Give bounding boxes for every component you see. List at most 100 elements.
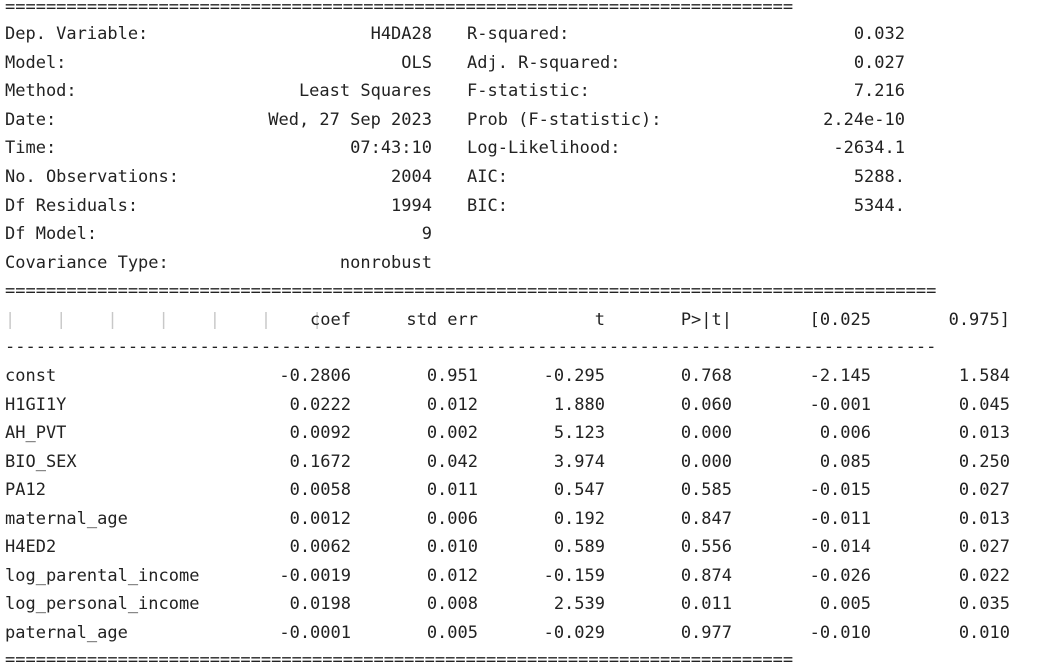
cell-std-err: 0.951 bbox=[426, 366, 478, 386]
cell-p: 0.874 bbox=[680, 565, 732, 586]
cell-ci-high: 0.027 bbox=[958, 480, 1010, 500]
cell-coef: 0.0198 bbox=[289, 594, 351, 614]
cell-t: 0.589 bbox=[553, 537, 605, 557]
cell-ci-low: -0.015 bbox=[809, 480, 871, 500]
cell-ci-high: 0.022 bbox=[958, 565, 1010, 586]
summary-right-label: BIC: bbox=[467, 195, 508, 216]
cell-variable-name: H1GI1Y bbox=[5, 394, 67, 415]
cell-p: 0.847 bbox=[680, 508, 732, 529]
cell-variable-name: BIO_SEX bbox=[5, 451, 77, 472]
cell-p: 0.000 bbox=[680, 451, 732, 472]
cell-p: 0.556 bbox=[680, 537, 732, 557]
summary-left-value: 2004 bbox=[391, 167, 432, 187]
summary-left-label: Date: bbox=[5, 109, 57, 130]
cell-ci-low: -0.014 bbox=[809, 537, 871, 557]
cell-std-err: 0.005 bbox=[426, 622, 478, 643]
cell-ci-high: 0.013 bbox=[958, 423, 1010, 443]
cell-ci-high: 1.584 bbox=[958, 366, 1010, 386]
cell-coef: 0.0222 bbox=[289, 394, 351, 415]
cell-std-err: 0.008 bbox=[426, 594, 478, 614]
cell-coef: 0.0062 bbox=[289, 537, 351, 557]
summary-right-value: 0.032 bbox=[853, 24, 905, 44]
cell-coef: 0.1672 bbox=[289, 451, 351, 472]
cell-coef: 0.0092 bbox=[289, 423, 351, 443]
header-blank-cells: | | | | | | | bbox=[5, 310, 323, 330]
summary-right-value: -2634.1 bbox=[833, 138, 905, 159]
cell-variable-name: AH_PVT bbox=[5, 423, 67, 443]
separator-mid: ========================================… bbox=[5, 284, 937, 298]
separator-top: ========================================… bbox=[5, 0, 794, 14]
cell-t: -0.159 bbox=[543, 565, 605, 586]
summary-right-label: Log-Likelihood: bbox=[467, 138, 621, 159]
cell-t: -0.029 bbox=[543, 622, 605, 643]
cell-std-err: 0.002 bbox=[426, 423, 478, 443]
cell-t: 5.123 bbox=[553, 423, 605, 443]
cell-ci-low: -0.010 bbox=[809, 622, 871, 643]
summary-right-value: 5288. bbox=[853, 167, 905, 187]
summary-left-label: Method: bbox=[5, 81, 77, 102]
cell-p: 0.060 bbox=[680, 394, 732, 415]
cell-std-err: 0.006 bbox=[426, 508, 478, 529]
cell-std-err: 0.011 bbox=[426, 480, 478, 500]
summary-right-value: 2.24e-10 bbox=[823, 109, 905, 130]
summary-left-value: Least Squares bbox=[298, 81, 432, 102]
cell-ci-low: -0.026 bbox=[809, 565, 871, 586]
separator-dash: ----------------------------------------… bbox=[5, 340, 937, 354]
cell-ci-high: 0.035 bbox=[958, 594, 1010, 614]
summary-right-value: 7.216 bbox=[853, 81, 905, 102]
cell-p: 0.000 bbox=[680, 423, 732, 443]
summary-right-value: 5344. bbox=[853, 195, 905, 216]
cell-t: 3.974 bbox=[553, 451, 605, 472]
cell-variable-name: maternal_age bbox=[5, 508, 128, 529]
header-p: P>|t| bbox=[680, 310, 732, 330]
summary-left-value: OLS bbox=[401, 52, 432, 73]
cell-t: 1.880 bbox=[553, 394, 605, 415]
summary-left-value: 07:43:10 bbox=[350, 138, 432, 159]
summary-left-value: H4DA28 bbox=[370, 24, 432, 44]
cell-variable-name: PA12 bbox=[5, 480, 46, 500]
cell-variable-name: paternal_age bbox=[5, 622, 128, 643]
cell-variable-name: log_parental_income bbox=[5, 565, 200, 586]
summary-right-label: Adj. R-squared: bbox=[467, 52, 621, 73]
summary-left-label: Time: bbox=[5, 138, 57, 159]
summary-left-label: Model: bbox=[5, 52, 67, 73]
cell-p: 0.011 bbox=[680, 594, 732, 614]
header-coef: coef bbox=[310, 310, 351, 330]
cell-ci-high: 0.027 bbox=[958, 537, 1010, 557]
cell-t: 0.192 bbox=[553, 508, 605, 529]
cell-std-err: 0.012 bbox=[426, 394, 478, 415]
summary-right-value: 0.027 bbox=[853, 52, 905, 73]
coef-header-row: | | | | | | | coef std err t P>|t| [0.02… bbox=[5, 306, 1010, 334]
cell-ci-low: 0.085 bbox=[819, 451, 871, 472]
summary-left-label: Dep. Variable: bbox=[5, 24, 149, 44]
summary-left-label: Df Residuals: bbox=[5, 195, 139, 216]
cell-coef: 0.0058 bbox=[289, 480, 351, 500]
cell-t: 2.539 bbox=[553, 594, 605, 614]
separator-bottom: ========================================… bbox=[5, 653, 794, 667]
cell-coef: -0.2806 bbox=[279, 366, 351, 386]
cell-coef: 0.0012 bbox=[289, 508, 351, 529]
header-t: t bbox=[594, 310, 605, 330]
cell-ci-low: -0.001 bbox=[809, 394, 871, 415]
summary-left-label: Df Model: bbox=[5, 224, 98, 245]
cell-ci-high: 0.045 bbox=[958, 394, 1010, 415]
cell-t: 0.547 bbox=[553, 480, 605, 500]
cell-std-err: 0.010 bbox=[426, 537, 478, 557]
cell-ci-high: 0.250 bbox=[958, 451, 1010, 472]
cell-ci-high: 0.013 bbox=[958, 508, 1010, 529]
cell-coef: -0.0001 bbox=[279, 622, 351, 643]
summary-right-label: Prob (F-statistic): bbox=[467, 109, 662, 130]
header-std-err: std err bbox=[406, 310, 478, 330]
cell-ci-low: -2.145 bbox=[809, 366, 871, 386]
summary-right-label: F-statistic: bbox=[467, 81, 590, 102]
cell-p: 0.977 bbox=[680, 622, 732, 643]
summary-left-label: Covariance Type: bbox=[5, 252, 169, 273]
cell-ci-low: 0.006 bbox=[819, 423, 871, 443]
cell-p: 0.768 bbox=[680, 366, 732, 386]
cell-variable-name: log_personal_income bbox=[5, 594, 200, 614]
summary-left-value: Wed, 27 Sep 2023 bbox=[268, 109, 432, 130]
summary-right-label: AIC: bbox=[467, 167, 508, 187]
cell-ci-low: 0.005 bbox=[819, 594, 871, 614]
summary-left-value: 1994 bbox=[391, 195, 432, 216]
